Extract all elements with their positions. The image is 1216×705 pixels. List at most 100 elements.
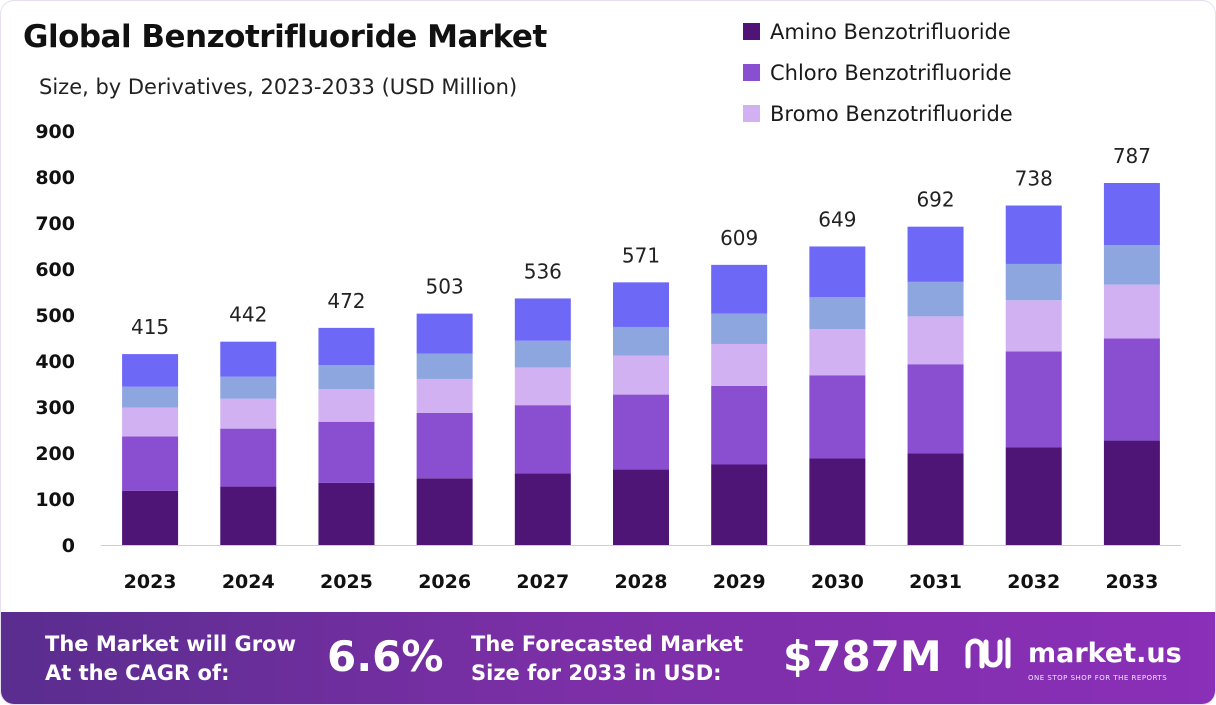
market-us-logo-icon [965, 637, 1011, 669]
bar-total-label: 738 [1015, 167, 1053, 191]
bar-segment [416, 378, 473, 413]
y-tick-label: 300 [35, 397, 75, 419]
bar-segment [318, 365, 375, 390]
cagr-value: 6.6% [327, 632, 444, 681]
stacked-bar-chart: 0 100 200 300 400 500 600 700 800 900 415 2023 442 20… [35, 121, 1181, 593]
x-tick-label: 2031 [909, 571, 962, 593]
cagr-label-line1: The Market will Grow [45, 632, 296, 656]
legend-swatch-bromo [743, 105, 760, 122]
forecast-label: The Forecasted Market Size for 2033 in U… [471, 630, 743, 688]
bar-total-label: 787 [1113, 144, 1151, 168]
forecast-label-line1: The Forecasted Market [471, 632, 744, 656]
bar-segment [711, 343, 768, 386]
legend-item-amino: Amino Benzotrifluoride [743, 11, 1203, 52]
bar-segment [514, 340, 571, 368]
bar-segment [613, 326, 669, 356]
y-tick-label: 0 [62, 535, 75, 557]
bar-segment [809, 297, 866, 330]
legend-label-bromo: Bromo Benzotrifluoride [770, 101, 1013, 126]
bar-segment [809, 246, 866, 298]
cagr-label-line2: At the CAGR of: [45, 661, 230, 685]
bar-segment [122, 407, 179, 437]
bar-segment [1103, 338, 1160, 441]
bar-total-label: 442 [229, 303, 267, 327]
bar-segment [613, 282, 669, 327]
bar-segment [220, 428, 277, 487]
bar-segment [1005, 351, 1062, 448]
bar-segment [416, 313, 473, 354]
bar-segment [416, 412, 473, 479]
bar-segment [907, 316, 964, 365]
brand-name: market.us [1028, 637, 1182, 669]
x-tick-label: 2026 [418, 571, 471, 593]
y-tick-label: 800 [35, 167, 75, 189]
y-tick-label: 900 [35, 121, 75, 143]
x-tick-label: 2029 [713, 571, 766, 593]
bar-segment [318, 389, 375, 422]
x-tick-label: 2033 [1105, 571, 1158, 593]
bar-segment [220, 398, 277, 429]
bar-segment [1005, 300, 1062, 352]
y-tick-label: 100 [35, 489, 75, 511]
bar-segment [613, 394, 669, 470]
bar-total-label: 472 [327, 289, 365, 313]
bar-segment [514, 473, 571, 545]
legend-label-amino: Amino Benzotrifluoride [770, 19, 1011, 44]
bar-segment [122, 354, 179, 387]
bar-segment [318, 482, 375, 545]
bar-segment [318, 421, 375, 483]
bar-segment [907, 453, 964, 545]
bar-total-label: 692 [916, 188, 954, 212]
bar-segment [809, 375, 866, 459]
y-tick-label: 500 [35, 305, 75, 327]
bar-segment [1005, 263, 1062, 301]
bar-segment [1103, 245, 1160, 285]
bar-segment [1005, 205, 1062, 264]
legend-label-chloro: Chloro Benzotrifluoride [770, 60, 1012, 85]
bar-segment [907, 364, 964, 454]
bar-segment [514, 405, 571, 474]
bar-segment [220, 376, 277, 399]
legend-item-bromo: Bromo Benzotrifluoride [743, 93, 1203, 134]
legend-swatch-chloro [743, 64, 760, 81]
bar-total-label: 503 [426, 275, 464, 299]
bar-segment [907, 281, 964, 317]
bar-segment [711, 385, 768, 465]
x-tick-label: 2025 [320, 571, 373, 593]
brand: market.us [964, 636, 1182, 670]
bar-segment [1103, 440, 1160, 545]
x-tick-label: 2032 [1007, 571, 1060, 593]
bar-segment [220, 486, 277, 545]
bar-total-label: 571 [622, 243, 660, 267]
bar-segment [613, 469, 669, 545]
y-tick-label: 400 [35, 351, 75, 373]
x-tick-label: 2027 [516, 571, 569, 593]
legend-swatch-amino [743, 23, 760, 40]
x-tick-label: 2030 [811, 571, 864, 593]
bar-segment [711, 464, 768, 545]
x-tick-label: 2028 [615, 571, 668, 593]
forecast-label-line2: Size for 2033 in USD: [471, 661, 722, 685]
bar-segment [1103, 182, 1160, 246]
bar-total-label: 609 [720, 226, 758, 250]
bar-segment [318, 327, 375, 366]
bar-total-label: 536 [524, 259, 562, 283]
legend-item-chloro: Chloro Benzotrifluoride [743, 52, 1203, 93]
summary-banner: The Market will Grow At the CAGR of: 6.6… [1, 612, 1215, 704]
bar-total-label: 649 [818, 207, 856, 231]
bar-segment [416, 478, 473, 545]
bar-segment [514, 367, 571, 406]
chart-subtitle: Size, by Derivatives, 2023-2033 (USD Mil… [39, 75, 518, 99]
legend: Amino Benzotrifluoride Chloro Benzotrifl… [743, 11, 1203, 134]
bar-segment [220, 341, 277, 377]
cagr-label: The Market will Grow At the CAGR of: [45, 630, 296, 688]
brand-tagline: ONE STOP SHOP FOR THE REPORTS [1028, 674, 1168, 682]
chart-title: Global Benzotrifluoride Market [23, 19, 547, 55]
bar-segment [613, 355, 669, 395]
bar-segment [809, 329, 866, 376]
bar-segment [711, 264, 768, 314]
bar-segment [514, 298, 571, 341]
bar-total-label: 415 [131, 315, 169, 339]
forecast-value: $787M [783, 632, 942, 681]
